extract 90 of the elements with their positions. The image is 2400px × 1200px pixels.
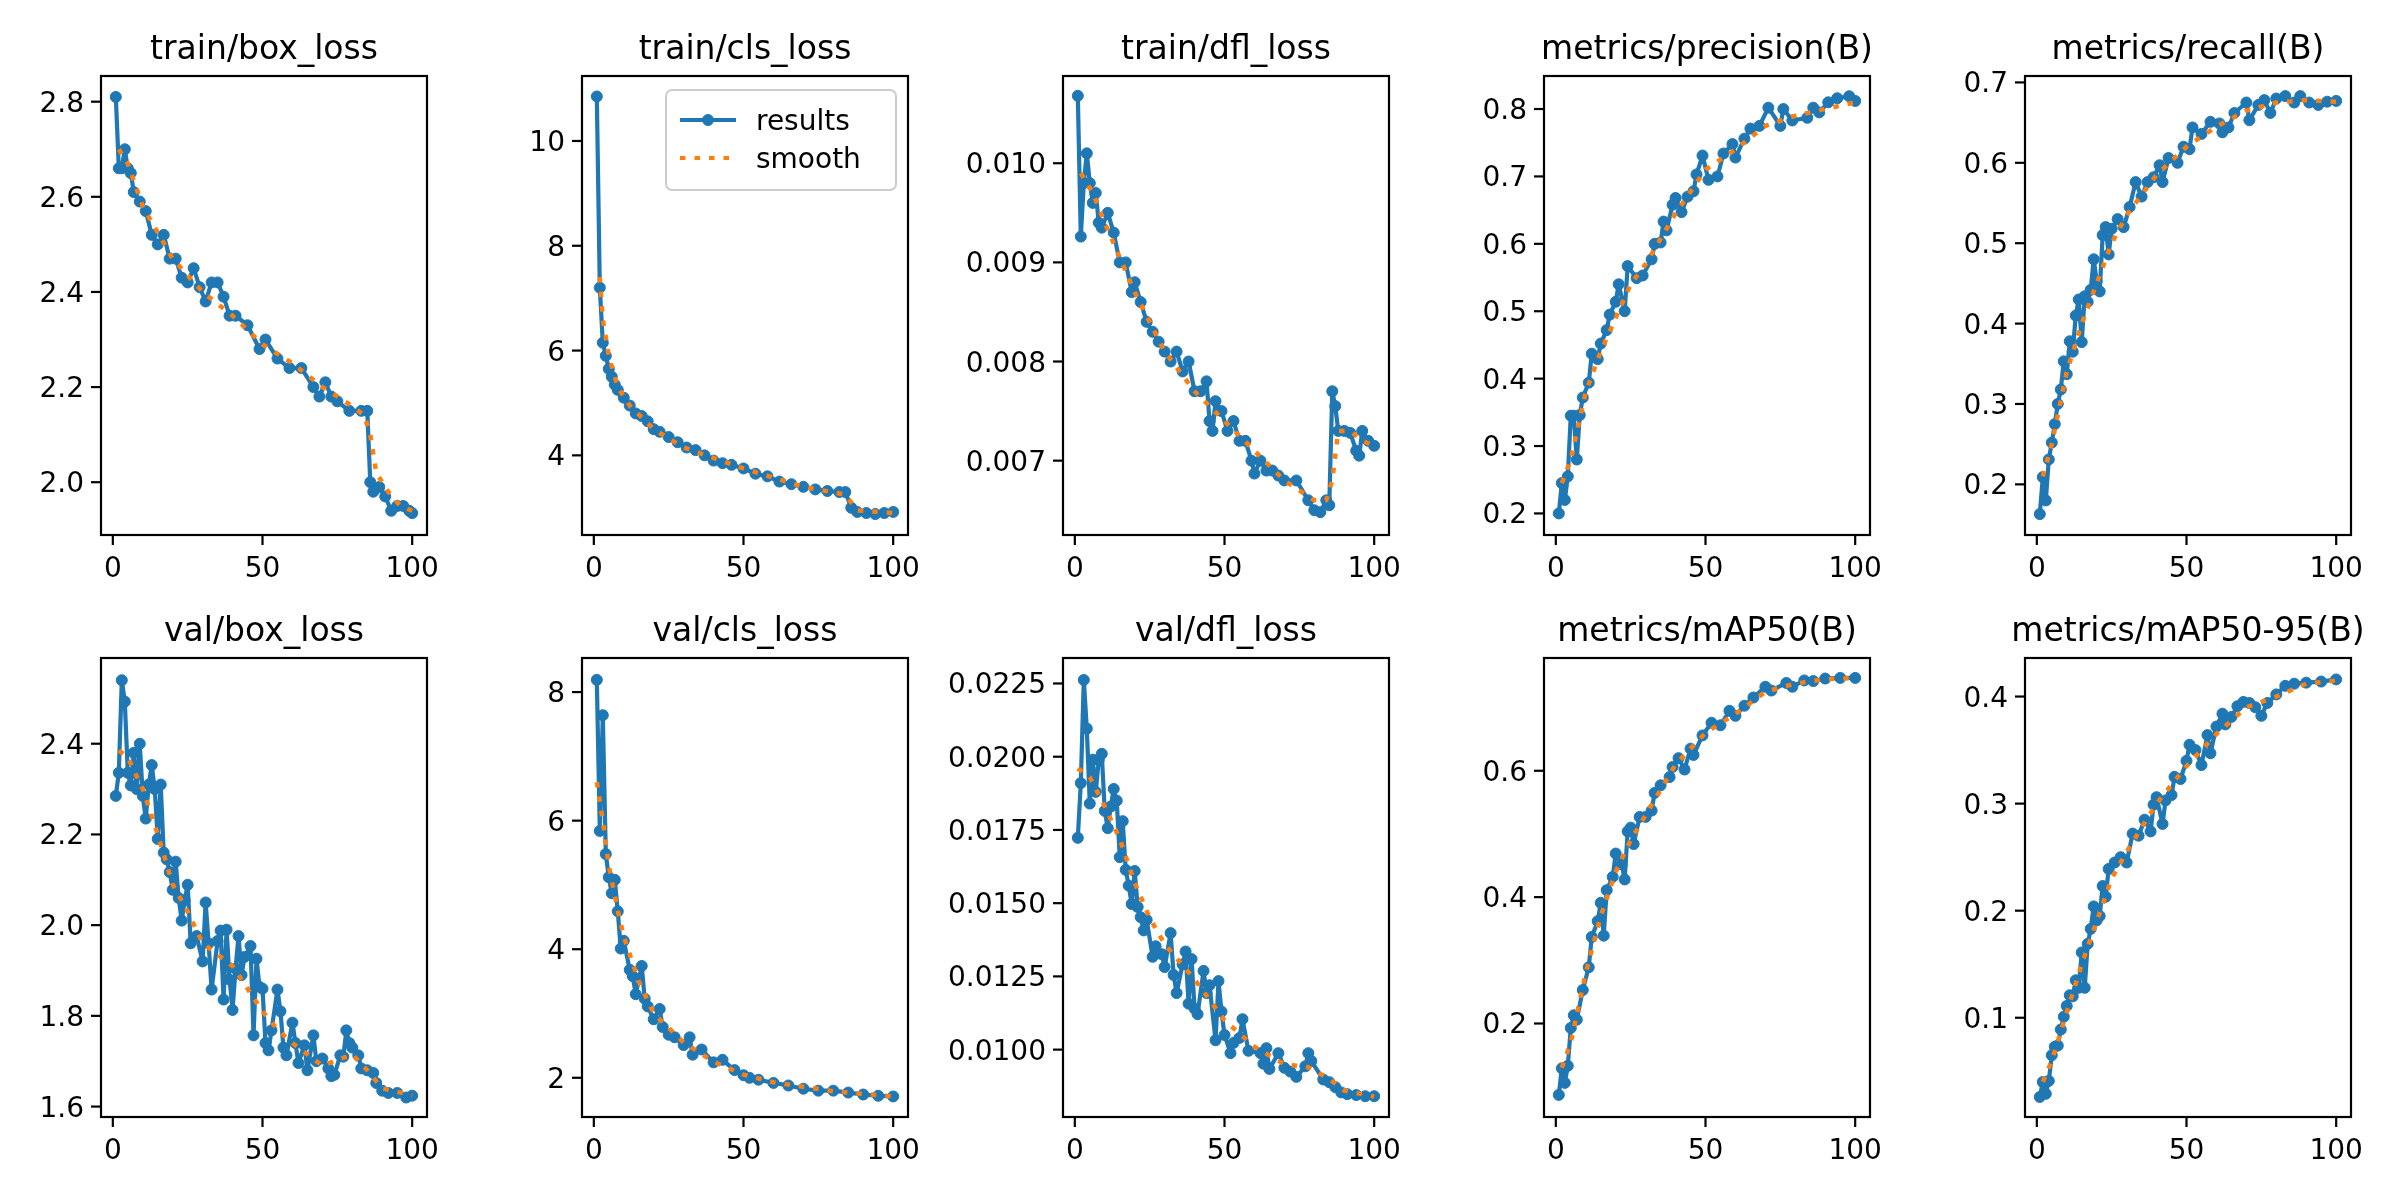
chart-title: train/box_loss <box>150 28 378 67</box>
x-tick-label: 50 <box>2168 1133 2205 1166</box>
y-tick-label: 0.008 <box>965 345 1046 379</box>
y-tick-label: 0.0150 <box>948 887 1046 921</box>
x-tick-label: 0 <box>1546 551 1565 584</box>
y-tick-label: 8 <box>547 676 565 710</box>
x-tick-label: 0 <box>1065 551 1084 584</box>
x-tick-label: 0 <box>103 551 122 584</box>
chart-title: val/dfl_loss <box>1134 610 1318 649</box>
x-tick-label: 100 <box>1347 1133 1401 1166</box>
x-tick-label: 100 <box>1828 551 1882 584</box>
y-tick-label: 2.0 <box>39 466 84 500</box>
y-tick-label: 6 <box>547 804 565 838</box>
x-tick-label: 0 <box>2027 551 2046 584</box>
x-tick-label: 50 <box>244 1133 281 1166</box>
y-tick-label: 2.0 <box>39 909 84 943</box>
chart-title: metrics/mAP50(B) <box>1557 610 1857 649</box>
y-tick-label: 8 <box>547 229 565 263</box>
y-tick-label: 0.2 <box>1482 497 1527 531</box>
x-tick-label: 100 <box>866 1133 920 1166</box>
x-tick-label: 0 <box>2027 1133 2046 1166</box>
chart-title: metrics/precision(B) <box>1541 28 1873 67</box>
y-tick-label: 0.6 <box>1963 146 2008 180</box>
chart-title: metrics/mAP50-95(B) <box>2011 610 2365 649</box>
y-tick-label: 2.6 <box>39 180 84 214</box>
y-tick-label: 2.2 <box>39 818 84 852</box>
y-tick-label: 4 <box>547 439 565 473</box>
x-tick-label: 50 <box>1206 551 1243 584</box>
y-tick-label: 1.6 <box>39 1090 84 1124</box>
legend-label: results <box>756 104 850 137</box>
x-tick-label: 0 <box>584 1133 603 1166</box>
y-tick-label: 0.3 <box>1963 387 2008 421</box>
y-tick-label: 10 <box>529 124 565 158</box>
x-tick-label: 100 <box>1347 551 1401 584</box>
x-tick-label: 100 <box>2309 1133 2363 1166</box>
x-tick-label: 0 <box>103 1133 122 1166</box>
x-tick-label: 50 <box>1206 1133 1243 1166</box>
y-tick-label: 2.4 <box>39 727 84 761</box>
y-tick-label: 0.7 <box>1482 160 1527 194</box>
y-tick-label: 2 <box>547 1061 565 1095</box>
y-tick-label: 0.4 <box>1963 307 2008 341</box>
y-tick-label: 0.0100 <box>948 1033 1046 1067</box>
chart-title: val/cls_loss <box>652 610 838 649</box>
x-tick-label: 100 <box>2309 551 2363 584</box>
y-tick-label: 0.009 <box>965 246 1046 280</box>
y-tick-label: 0.3 <box>1963 787 2008 821</box>
chart-title: train/dfl_loss <box>1121 28 1331 67</box>
y-tick-label: 0.0125 <box>948 960 1046 994</box>
x-tick-label: 0 <box>584 551 603 584</box>
chart-title: train/cls_loss <box>638 28 852 67</box>
y-tick-label: 0.6 <box>1482 227 1527 261</box>
y-tick-label: 0.007 <box>965 444 1046 478</box>
y-tick-label: 0.4 <box>1963 680 2008 714</box>
x-tick-label: 100 <box>385 551 439 584</box>
x-tick-label: 50 <box>2168 551 2205 584</box>
y-tick-label: 0.3 <box>1482 430 1527 464</box>
y-tick-label: 0.2 <box>1963 894 2008 928</box>
x-tick-label: 50 <box>1687 551 1724 584</box>
y-tick-label: 0.2 <box>1482 1007 1527 1041</box>
x-tick-label: 50 <box>725 1133 762 1166</box>
y-tick-label: 0.5 <box>1482 295 1527 329</box>
chart-title: val/box_loss <box>164 610 364 649</box>
y-tick-label: 6 <box>547 334 565 368</box>
y-tick-label: 2.2 <box>39 371 84 405</box>
y-tick-label: 0.7 <box>1963 66 2008 100</box>
y-tick-label: 0.6 <box>1482 754 1527 788</box>
y-tick-label: 0.5 <box>1963 227 2008 261</box>
x-tick-label: 100 <box>385 1133 439 1166</box>
y-tick-label: 2.4 <box>39 275 84 309</box>
y-tick-label: 0.0175 <box>948 813 1046 847</box>
x-tick-label: 100 <box>1828 1133 1882 1166</box>
y-tick-label: 0.2 <box>1963 468 2008 502</box>
y-tick-label: 0.0225 <box>948 667 1046 701</box>
y-tick-label: 0.8 <box>1482 93 1527 127</box>
x-tick-label: 50 <box>244 551 281 584</box>
y-tick-label: 0.1 <box>1963 1001 2008 1035</box>
x-tick-label: 100 <box>866 551 920 584</box>
y-tick-label: 0.4 <box>1482 362 1527 396</box>
y-tick-label: 2.8 <box>39 85 84 119</box>
x-tick-label: 50 <box>1687 1133 1724 1166</box>
legend-label: smooth <box>756 142 861 175</box>
x-tick-label: 0 <box>1065 1133 1084 1166</box>
x-tick-label: 0 <box>1546 1133 1565 1166</box>
x-tick-label: 50 <box>725 551 762 584</box>
y-tick-label: 0.0200 <box>948 740 1046 774</box>
y-tick-label: 1.8 <box>39 999 84 1033</box>
y-tick-label: 0.4 <box>1482 881 1527 915</box>
y-tick-label: 4 <box>547 933 565 967</box>
y-tick-label: 0.010 <box>965 147 1046 181</box>
chart-title: metrics/recall(B) <box>2051 28 2325 67</box>
